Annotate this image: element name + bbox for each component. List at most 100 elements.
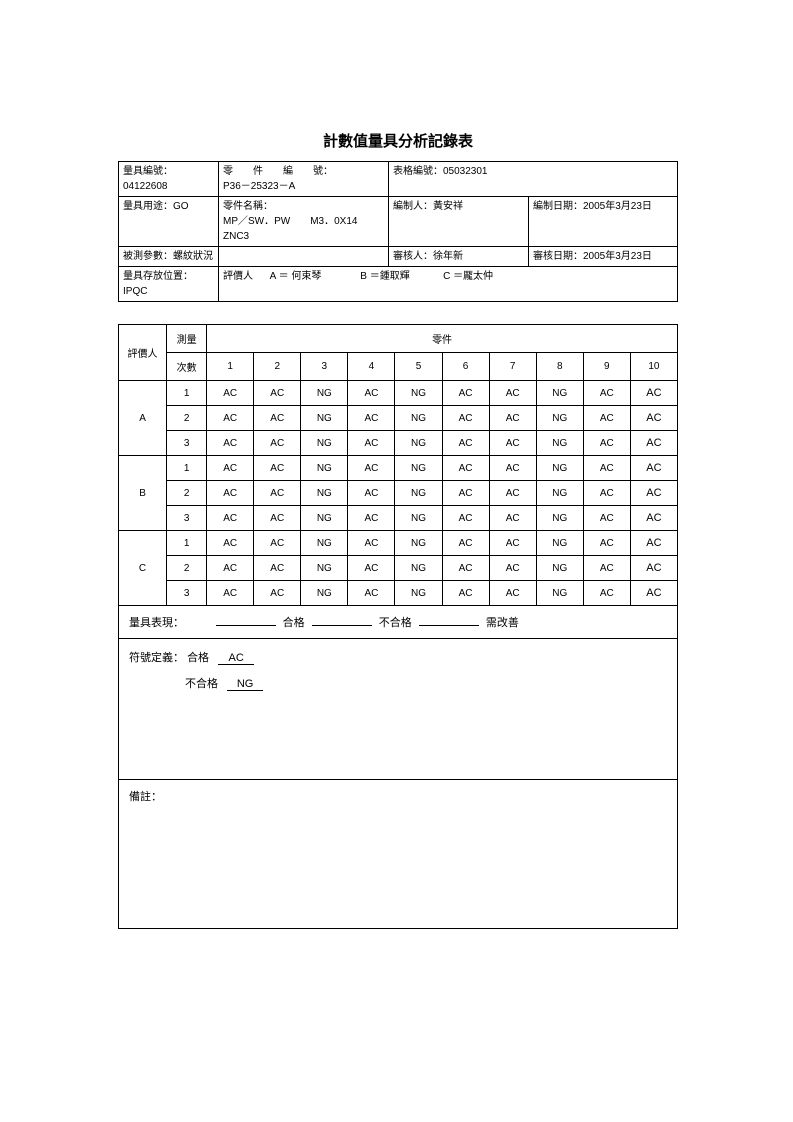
data-cell: AC — [254, 481, 301, 506]
data-cell: AC — [207, 406, 254, 431]
data-cell: AC — [348, 531, 395, 556]
data-cell: AC — [583, 506, 630, 531]
part-col-9: 9 — [583, 353, 630, 381]
data-cell: NG — [536, 406, 583, 431]
gauge-use-label: 量具用途： — [123, 201, 173, 212]
form-page: 計數值量具分析記錄表 量具編號：04122608 零 件 編 號： P36－25… — [118, 130, 678, 929]
reviewed-by: 徐年新 — [433, 251, 463, 262]
col-parts-header: 零件 — [207, 325, 678, 353]
data-cell: AC — [489, 381, 536, 406]
part-no: P36－25323－A — [223, 181, 295, 192]
data-cell: AC — [207, 381, 254, 406]
trial-number: 3 — [167, 431, 207, 456]
data-cell: AC — [254, 581, 301, 606]
data-cell: NG — [301, 556, 348, 581]
perf-blank-1[interactable] — [216, 614, 276, 626]
symbol-fail-label: 不合格 — [185, 678, 218, 690]
data-cell: AC — [348, 556, 395, 581]
data-cell: AC — [442, 506, 489, 531]
data-cell: AC — [254, 381, 301, 406]
symbol-label: 符號定義： — [129, 652, 184, 664]
data-cell: AC — [442, 456, 489, 481]
data-cell: NG — [301, 506, 348, 531]
data-cell: NG — [301, 581, 348, 606]
data-cell: AC — [489, 431, 536, 456]
reviewed-by-label: 審核人： — [393, 251, 433, 262]
symbol-pass-label: 合格 — [187, 652, 209, 664]
reviewed-date-label: 審核日期： — [533, 251, 583, 262]
data-cell: NG — [395, 456, 442, 481]
part-name-label: 零件名稱： — [223, 201, 273, 212]
part-col-6: 6 — [442, 353, 489, 381]
part-col-7: 7 — [489, 353, 536, 381]
data-cell: AC — [207, 481, 254, 506]
data-cell: AC — [254, 506, 301, 531]
form-title: 計數值量具分析記錄表 — [118, 130, 678, 151]
reviewed-date: 2005年3月23日 — [583, 251, 652, 262]
evaluator-B: B — [119, 456, 167, 531]
data-cell: AC — [442, 531, 489, 556]
perf-improve: 需改善 — [486, 617, 519, 629]
remark-label: 備註： — [129, 791, 162, 803]
data-cell: AC — [489, 531, 536, 556]
data-cell: AC — [583, 581, 630, 606]
data-cell: AC — [348, 406, 395, 431]
perf-pass: 合格 — [283, 617, 305, 629]
data-cell: NG — [395, 431, 442, 456]
data-cell: AC — [583, 381, 630, 406]
trial-number: 1 — [167, 456, 207, 481]
data-cell: AC — [583, 431, 630, 456]
col-measure-bottom: 次數 — [167, 353, 207, 381]
data-cell: AC — [630, 481, 677, 506]
prepared-by-label: 編制人： — [393, 201, 433, 212]
data-cell: NG — [301, 406, 348, 431]
storage-label: 量具存放位置： — [123, 271, 193, 282]
part-col-2: 2 — [254, 353, 301, 381]
data-cell: AC — [489, 406, 536, 431]
data-cell: AC — [489, 556, 536, 581]
evaluator-c: C ＝龎太仲 — [443, 271, 493, 282]
part-name-1: MP／SW．PW M3．0X14 — [223, 216, 357, 227]
data-cell: AC — [348, 381, 395, 406]
data-cell: AC — [254, 531, 301, 556]
evaluator-A: A — [119, 381, 167, 456]
data-cell: AC — [442, 381, 489, 406]
data-cell: NG — [395, 581, 442, 606]
data-cell: AC — [254, 406, 301, 431]
data-cell: AC — [207, 531, 254, 556]
part-col-8: 8 — [536, 353, 583, 381]
data-cell: AC — [630, 531, 677, 556]
data-cell: AC — [489, 456, 536, 481]
part-col-1: 1 — [207, 353, 254, 381]
symbol-box: 符號定義： 合格 AC 不合格 NG — [118, 639, 678, 779]
data-cell: AC — [630, 556, 677, 581]
measurement-table: 評價人 測量 零件 次數 12345678910 A1ACACNGACNGACA… — [118, 324, 678, 606]
data-cell: AC — [583, 456, 630, 481]
evaluator-b: B ＝鍾取輝 — [360, 271, 409, 282]
prepared-date-label: 編制日期： — [533, 201, 583, 212]
data-cell: AC — [254, 431, 301, 456]
trial-number: 1 — [167, 531, 207, 556]
data-cell: NG — [536, 431, 583, 456]
perf-blank-3[interactable] — [419, 614, 479, 626]
performance-row: 量具表現： 合格 不合格 需改善 — [118, 606, 678, 639]
data-cell: AC — [348, 506, 395, 531]
data-cell: NG — [536, 531, 583, 556]
data-cell: AC — [630, 381, 677, 406]
data-cell: NG — [536, 506, 583, 531]
data-cell: NG — [301, 531, 348, 556]
data-cell: AC — [442, 406, 489, 431]
data-cell: AC — [489, 481, 536, 506]
evaluator-C: C — [119, 531, 167, 606]
part-col-3: 3 — [301, 353, 348, 381]
data-cell: AC — [348, 581, 395, 606]
col-evaluator: 評價人 — [119, 325, 167, 381]
trial-number: 1 — [167, 381, 207, 406]
trial-number: 3 — [167, 506, 207, 531]
part-col-5: 5 — [395, 353, 442, 381]
gauge-use: GO — [173, 201, 189, 212]
info-table: 量具編號：04122608 零 件 編 號： P36－25323－A 表格編號：… — [118, 161, 678, 302]
perf-blank-2[interactable] — [312, 614, 372, 626]
data-cell: NG — [301, 481, 348, 506]
prepared-date: 2005年3月23日 — [583, 201, 652, 212]
